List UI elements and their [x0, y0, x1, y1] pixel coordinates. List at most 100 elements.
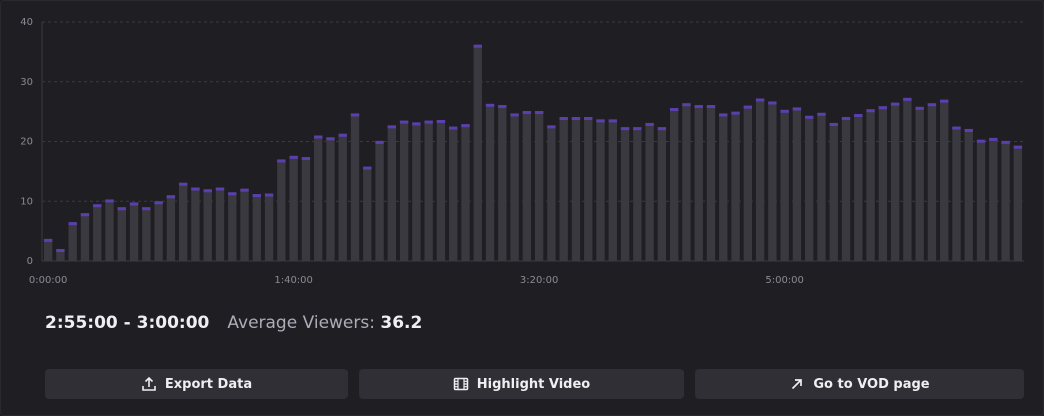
- bar-cap: [228, 192, 237, 196]
- bar-cap: [215, 187, 225, 191]
- bar-cap: [350, 113, 360, 117]
- bar: [829, 122, 838, 261]
- bar: [596, 119, 605, 261]
- link-icon: [792, 379, 803, 390]
- bar: [694, 105, 703, 262]
- bar: [903, 97, 912, 261]
- bar: [399, 120, 409, 262]
- bar-cap: [633, 127, 642, 131]
- bar-cap: [1013, 145, 1023, 149]
- bar: [436, 119, 446, 262]
- bar: [571, 117, 581, 261]
- bar-cap: [620, 127, 630, 131]
- bar: [498, 105, 507, 262]
- bar-cap: [596, 119, 605, 123]
- bar-cap: [166, 195, 176, 199]
- bar-cap: [645, 122, 654, 126]
- bar: [989, 137, 998, 261]
- bar-cap: [743, 105, 752, 109]
- bar: [890, 102, 900, 261]
- bar-cap: [1001, 140, 1010, 144]
- bar-cap: [584, 117, 593, 121]
- bar: [645, 122, 654, 261]
- bar: [927, 103, 937, 261]
- bar: [215, 187, 225, 261]
- bar: [68, 222, 77, 261]
- x-tick-label: 3:20:00: [520, 275, 559, 286]
- bar-cap: [277, 159, 286, 163]
- bar-cap: [424, 120, 433, 124]
- bar-cap: [485, 103, 495, 107]
- button-label: Export Data: [164, 376, 253, 392]
- video-icon: [453, 377, 469, 391]
- bar-cap: [694, 105, 703, 109]
- bar-cap: [240, 188, 249, 192]
- bar-cap: [534, 111, 544, 115]
- bar-cap: [436, 119, 446, 123]
- export-button[interactable]: Export Data: [45, 369, 348, 399]
- bar-cap: [669, 108, 679, 112]
- bar-cap: [93, 204, 102, 208]
- y-tick-label: 0: [27, 256, 33, 267]
- bar-cap: [547, 125, 556, 129]
- bar: [547, 125, 556, 262]
- bar-cap: [829, 122, 838, 126]
- bar-cap: [952, 126, 961, 130]
- bar-cap: [461, 124, 470, 128]
- y-tick-label: 20: [20, 137, 33, 148]
- vod-button[interactable]: Go to VOD page: [695, 369, 1024, 399]
- highlight-button[interactable]: Highlight Video: [359, 369, 684, 399]
- bar-cap: [522, 111, 532, 115]
- bar: [80, 213, 90, 261]
- bar: [449, 126, 458, 261]
- bar-cap: [43, 238, 53, 242]
- bar-cap: [510, 113, 519, 117]
- bar-cap: [940, 99, 949, 103]
- bar: [240, 188, 249, 261]
- bar-cap: [608, 119, 617, 123]
- bar: [866, 109, 875, 261]
- bar: [166, 195, 176, 261]
- bar-cap: [805, 115, 814, 119]
- bar-cap: [154, 201, 163, 205]
- bar-cap: [976, 139, 986, 143]
- bar: [743, 105, 752, 262]
- chart: 0 10 20 30 40 0:00:00 1:40:00 3:20:00 5:00:00: [20, 17, 1024, 286]
- average-value: 36.2: [380, 313, 423, 333]
- bar-cap: [890, 102, 900, 106]
- bar-cap: [363, 166, 372, 170]
- bar-cap: [841, 117, 851, 121]
- bar-cap: [375, 140, 384, 144]
- bar: [534, 111, 544, 261]
- bar: [105, 199, 114, 261]
- bar: [264, 193, 274, 261]
- x-tick-label: 1:40:00: [274, 275, 313, 286]
- bar: [706, 105, 716, 262]
- bar: [755, 98, 765, 261]
- bar-cap: [792, 107, 802, 111]
- bar: [56, 249, 65, 261]
- bar-cap: [498, 105, 507, 109]
- bar-cap: [706, 105, 716, 109]
- bar: [817, 112, 826, 261]
- bar: [387, 125, 397, 262]
- bar: [805, 115, 814, 262]
- bar: [940, 99, 949, 261]
- bar: [780, 109, 789, 262]
- bar: [584, 117, 593, 261]
- bar: [191, 187, 200, 261]
- bar-cap: [731, 111, 740, 115]
- bar: [301, 157, 311, 261]
- bar: [657, 127, 667, 261]
- bar: [485, 103, 495, 261]
- y-tick-label: 10: [20, 196, 33, 207]
- bar-cap: [449, 126, 458, 130]
- bar-cap: [252, 194, 261, 198]
- bar: [1013, 145, 1023, 261]
- bar: [719, 113, 728, 261]
- y-tick-label: 40: [20, 17, 33, 28]
- bar-cap: [68, 222, 77, 226]
- bar: [43, 238, 53, 261]
- bar-cap: [989, 137, 998, 141]
- bar-cap: [559, 117, 568, 121]
